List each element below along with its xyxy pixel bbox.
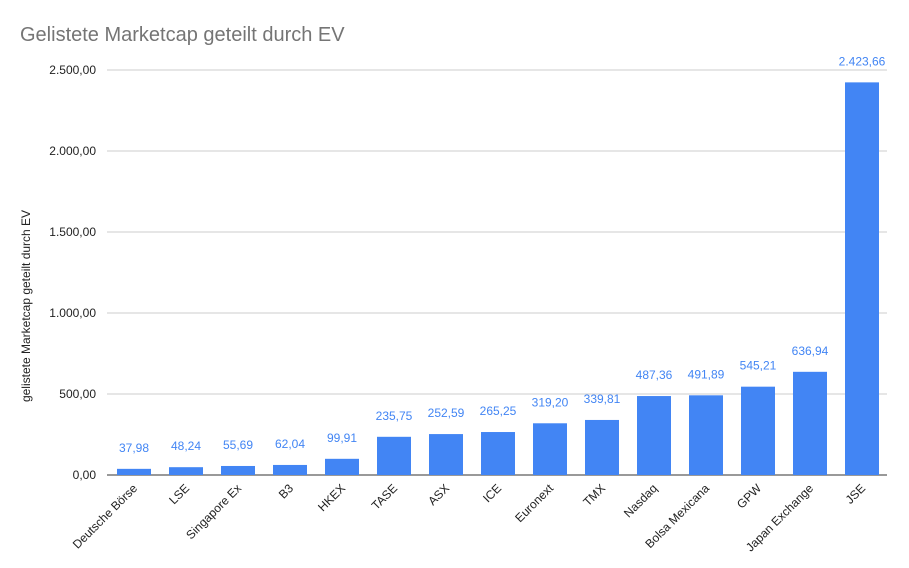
data-label: 265,25 — [480, 404, 517, 418]
x-tick-label: ASX — [425, 481, 452, 508]
x-tick-label: ICE — [480, 481, 504, 505]
y-tick-label: 500,00 — [59, 387, 96, 401]
data-label: 636,94 — [792, 344, 829, 358]
x-tick-label: TASE — [369, 481, 400, 512]
y-tick-label: 2.500,00 — [49, 63, 96, 77]
y-tick-label: 0,00 — [73, 468, 97, 482]
x-tick-label: TMX — [580, 481, 608, 509]
bar — [585, 419, 619, 475]
x-tick-label: Singapore Ex — [183, 481, 244, 542]
x-tick-label: B3 — [276, 481, 297, 502]
data-label: 99,91 — [327, 431, 357, 445]
bar — [637, 396, 671, 475]
x-tick-label: HKEX — [315, 481, 348, 514]
x-tick-label: Nasdaq — [621, 481, 660, 520]
data-label: 487,36 — [636, 368, 673, 382]
data-label: 252,59 — [428, 406, 465, 420]
bar — [481, 432, 515, 475]
data-label: 339,81 — [584, 392, 621, 406]
data-label: 37,98 — [119, 441, 149, 455]
data-label: 545,21 — [740, 359, 777, 373]
data-label: 491,89 — [688, 367, 725, 381]
bar — [689, 395, 723, 475]
x-tick-label: Deutsche Börse — [70, 481, 141, 552]
bar — [169, 467, 203, 475]
bar — [117, 468, 151, 475]
x-tick-label: Euronext — [512, 481, 556, 525]
bar — [377, 436, 411, 475]
data-label: 62,04 — [275, 437, 305, 451]
bar — [845, 82, 879, 476]
data-label: 319,20 — [532, 395, 569, 409]
bar — [793, 371, 827, 475]
data-label: 235,75 — [376, 409, 413, 423]
bar — [741, 386, 775, 475]
data-label: 2.423,66 — [839, 54, 886, 68]
y-axis-label: gelistete Marketcap geteilt durch EV — [19, 210, 33, 402]
bar — [273, 464, 307, 475]
chart-title: Gelistete Marketcap geteilt durch EV — [20, 24, 345, 46]
bar — [221, 465, 255, 475]
y-tick-label: 1.000,00 — [49, 306, 96, 320]
data-labels: 37,98 48,24 55,69 62,04 99,91 235,75 252,59 265… — [119, 54, 886, 454]
x-tick-label: JSE — [843, 481, 868, 506]
data-label: 55,69 — [223, 438, 253, 452]
x-tick-label: GPW — [734, 481, 765, 512]
bar — [429, 434, 463, 475]
data-label: 48,24 — [171, 439, 201, 453]
bar — [533, 423, 567, 475]
bar — [325, 458, 359, 475]
x-tick-label: LSE — [166, 481, 192, 507]
y-tick-label: 2.000,00 — [49, 144, 96, 158]
bars — [117, 82, 879, 476]
y-tick-labels: 0,00 500,00 1.000,00 1.500,00 2.000,00 2.500,… — [49, 63, 96, 482]
y-tick-label: 1.500,00 — [49, 225, 96, 239]
